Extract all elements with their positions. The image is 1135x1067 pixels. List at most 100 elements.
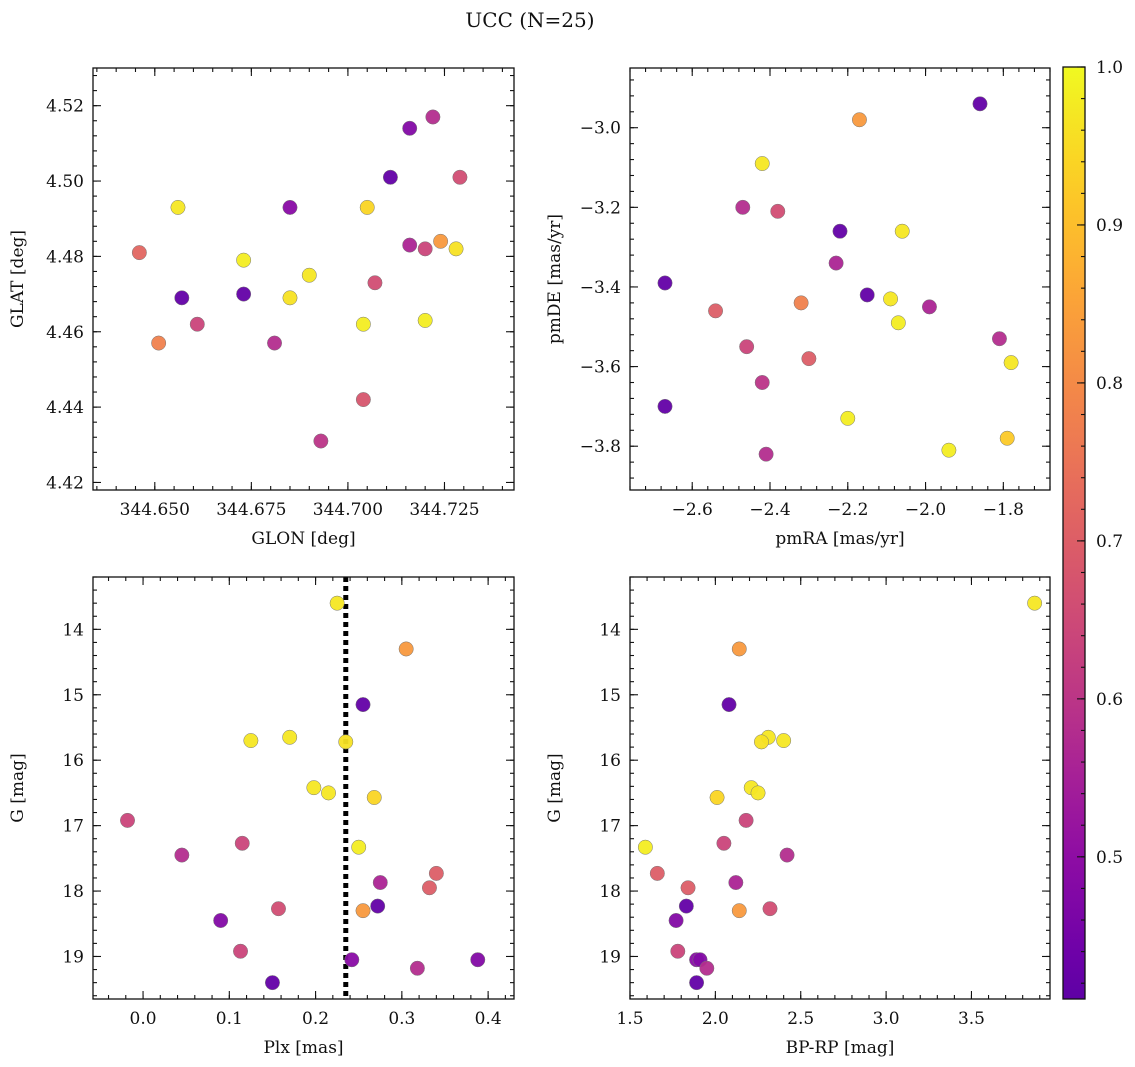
data-point <box>890 315 906 331</box>
colorbar-gradient <box>1063 67 1085 999</box>
data-point <box>301 267 317 283</box>
data-point <box>731 903 747 919</box>
panel-3-ticks <box>93 576 514 999</box>
y-tick-label: 14 <box>62 620 84 640</box>
x-tick-label: −2.0 <box>905 500 946 520</box>
data-point <box>793 295 809 311</box>
y-tick-label: 4.42 <box>46 473 84 493</box>
figure-title: UCC (N=25) <box>465 8 594 32</box>
data-point <box>282 729 298 745</box>
colorbar-tick-label: 0.6 <box>1096 690 1123 710</box>
data-point <box>999 430 1015 446</box>
data-point <box>894 223 910 239</box>
panels: 344.650 344.675 344.700 344.725 4.42 4.44 4.46… <box>8 67 1051 1058</box>
x-tick-label: 0.0 <box>130 1009 157 1029</box>
data-point <box>921 299 937 315</box>
colorbar-tick-label: 0.8 <box>1096 374 1123 394</box>
data-point <box>306 780 322 796</box>
data-point <box>735 199 751 215</box>
y-tick-label: 19 <box>599 947 621 967</box>
data-point <box>762 901 778 917</box>
data-point <box>243 733 259 749</box>
x-tick-label: −2.2 <box>827 500 868 520</box>
x-tick-label: 344.675 <box>216 500 286 520</box>
data-point <box>422 880 437 896</box>
data-point <box>738 812 754 828</box>
data-point <box>428 865 444 881</box>
data-point <box>282 199 298 215</box>
data-point <box>189 316 205 332</box>
data-point <box>754 375 770 390</box>
data-point <box>321 785 336 801</box>
data-point <box>120 812 135 828</box>
data-point <box>754 156 770 171</box>
data-point <box>372 875 388 890</box>
data-point <box>972 96 988 112</box>
scatter-points <box>120 595 486 991</box>
y-tick-label: −3.0 <box>580 119 621 139</box>
y-tick-label: −3.8 <box>580 437 621 457</box>
data-point <box>329 595 345 611</box>
x-tick-label: 344.700 <box>313 500 383 520</box>
panel-4: 1.5 2.0 2.5 3.0 3.5 14 15 16 17 18 19 BP-RP [mag] G … <box>545 576 1051 1058</box>
panel-1: 344.650 344.675 344.700 344.725 4.42 4.44 4.46… <box>8 67 515 549</box>
x-tick-label: 1.5 <box>616 1009 643 1029</box>
data-point <box>754 734 769 750</box>
data-point <box>851 112 867 128</box>
y-tick-label: 15 <box>599 686 621 706</box>
data-point <box>728 875 744 890</box>
panel-1-ticks <box>93 68 514 490</box>
x-tick-label: 3.5 <box>958 1009 985 1029</box>
x-tick-label: 2.0 <box>702 1009 729 1029</box>
data-point <box>351 839 367 855</box>
colorbar-frame <box>1062 66 1086 1000</box>
y-tick-label: 16 <box>599 751 621 771</box>
y-axis-label: G [mag] <box>545 753 565 822</box>
y-tick-label: 18 <box>599 882 621 902</box>
data-point <box>709 790 725 805</box>
x-tick-label: 344.725 <box>409 500 479 520</box>
y-tick-label: 17 <box>599 817 621 837</box>
y-tick-label: −3.4 <box>580 278 621 298</box>
panel-2: −2.6 −2.4 −2.2 −2.0 −1.8 −3.8 −3.6 −3.4 −3.2 −3.0… <box>545 67 1051 549</box>
data-point <box>366 790 382 805</box>
data-point <box>313 433 329 449</box>
data-point <box>1027 595 1043 611</box>
scatter-points <box>637 595 1043 991</box>
x-tick-label: 0.4 <box>475 1009 502 1029</box>
y-tick-label: 4.46 <box>46 323 84 343</box>
data-point <box>883 291 899 307</box>
colorbar-tick-label: 0.7 <box>1096 532 1123 552</box>
x-tick-label: 3.0 <box>873 1009 900 1029</box>
y-tick-label: −3.6 <box>580 358 621 378</box>
data-point <box>382 169 398 185</box>
data-point <box>750 785 766 801</box>
data-point <box>355 697 371 713</box>
y-axis-label: GLAT [deg] <box>8 230 28 328</box>
data-point <box>236 286 252 302</box>
scatter-points <box>657 96 1019 462</box>
data-point <box>174 290 190 306</box>
x-axis-label: BP-RP [mag] <box>786 1038 895 1058</box>
y-tick-label: 18 <box>62 882 84 902</box>
data-point <box>359 199 375 215</box>
data-point <box>776 733 792 749</box>
data-point <box>716 835 732 851</box>
data-point <box>174 847 190 863</box>
data-point <box>398 641 414 657</box>
data-point <box>689 975 705 991</box>
y-tick-label: 16 <box>62 751 84 771</box>
y-tick-label: 4.50 <box>46 172 84 192</box>
data-point <box>236 252 252 268</box>
axes-frame <box>92 67 515 491</box>
data-point <box>402 237 418 253</box>
data-point <box>721 697 737 713</box>
x-tick-label: −2.6 <box>672 500 713 520</box>
data-point <box>213 913 229 928</box>
y-tick-label: 15 <box>62 686 84 706</box>
x-tick-label: 2.5 <box>787 1009 814 1029</box>
x-tick-label: −2.4 <box>749 500 790 520</box>
panel-4-ticks <box>629 576 1050 999</box>
data-point <box>731 641 747 657</box>
y-tick-label: 19 <box>62 947 84 967</box>
